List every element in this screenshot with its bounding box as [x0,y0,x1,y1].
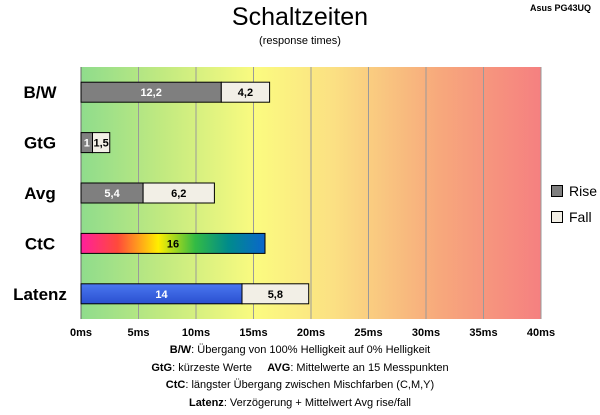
legend-swatch-rise [551,185,563,197]
bar-fall-label: 4,2 [238,87,253,99]
legend-item-rise: Rise [551,178,597,204]
notes: B/W: Übergang von 100% Helligkeit auf 0%… [0,342,600,412]
bar-rise-label: 1 [84,138,90,150]
monitor-model: Asus PG43UQ [529,3,591,13]
note-latenz: Latenz: Verzögerung + Mittelwert Avg ris… [188,396,412,409]
x-tick-label: 15ms [239,327,267,339]
bar-rise-label: 5,4 [104,188,120,200]
bar-fall [241,283,310,305]
legend-swatch-fall [551,211,563,223]
chart-area: 12,2 4,2 1 1,5 5,4 6,2 16 14 5,8 B/W GtG Avg CtC Lat… [13,67,555,339]
chart-subtitle: (response times) [259,35,341,47]
legend-item-fall: Fall [551,204,597,230]
bar-fall-label: 6,2 [171,188,186,200]
category-label: B/W [23,83,57,102]
bar-fall [142,182,215,204]
legend-label-rise: Rise [569,183,598,199]
x-tick-label: 0ms [70,327,92,339]
legend-label-fall: Fall [569,209,592,225]
chart-title: Schaltzeiten [231,3,369,31]
bar-rise [80,232,266,254]
x-tick-label: 20ms [297,327,325,339]
category-label: Latenz [13,285,67,304]
note-ctc: CtC: längster Übergang zwischen Mischfar… [165,379,435,391]
note-gtg-avg: GtG: kürzeste Werte AVG: Mittelwerte an … [151,361,449,374]
note-bw: B/W: Übergang von 100% Helligkeit auf 0%… [169,344,431,356]
legend: Rise Fall [551,178,597,230]
bar-fall [220,81,271,103]
category-label: CtC [25,234,55,253]
x-tick-label: 30ms [412,327,440,339]
x-tick-label: 10ms [182,327,210,339]
bar-rise-label: 16 [167,238,179,250]
x-tick-label: 5ms [127,327,149,339]
bar-fall [92,132,111,154]
bar-fall-label: 5,8 [268,289,283,301]
bar-fall-label: 1,5 [93,138,108,150]
x-tick-label: 35ms [469,327,497,339]
bar-rise-label: 14 [155,289,168,301]
bar-rise-label: 12,2 [140,87,161,99]
x-tick-label: 40ms [527,327,555,339]
category-label: Avg [24,184,56,203]
category-label: GtG [24,134,56,153]
x-tick-label: 25ms [354,327,382,339]
